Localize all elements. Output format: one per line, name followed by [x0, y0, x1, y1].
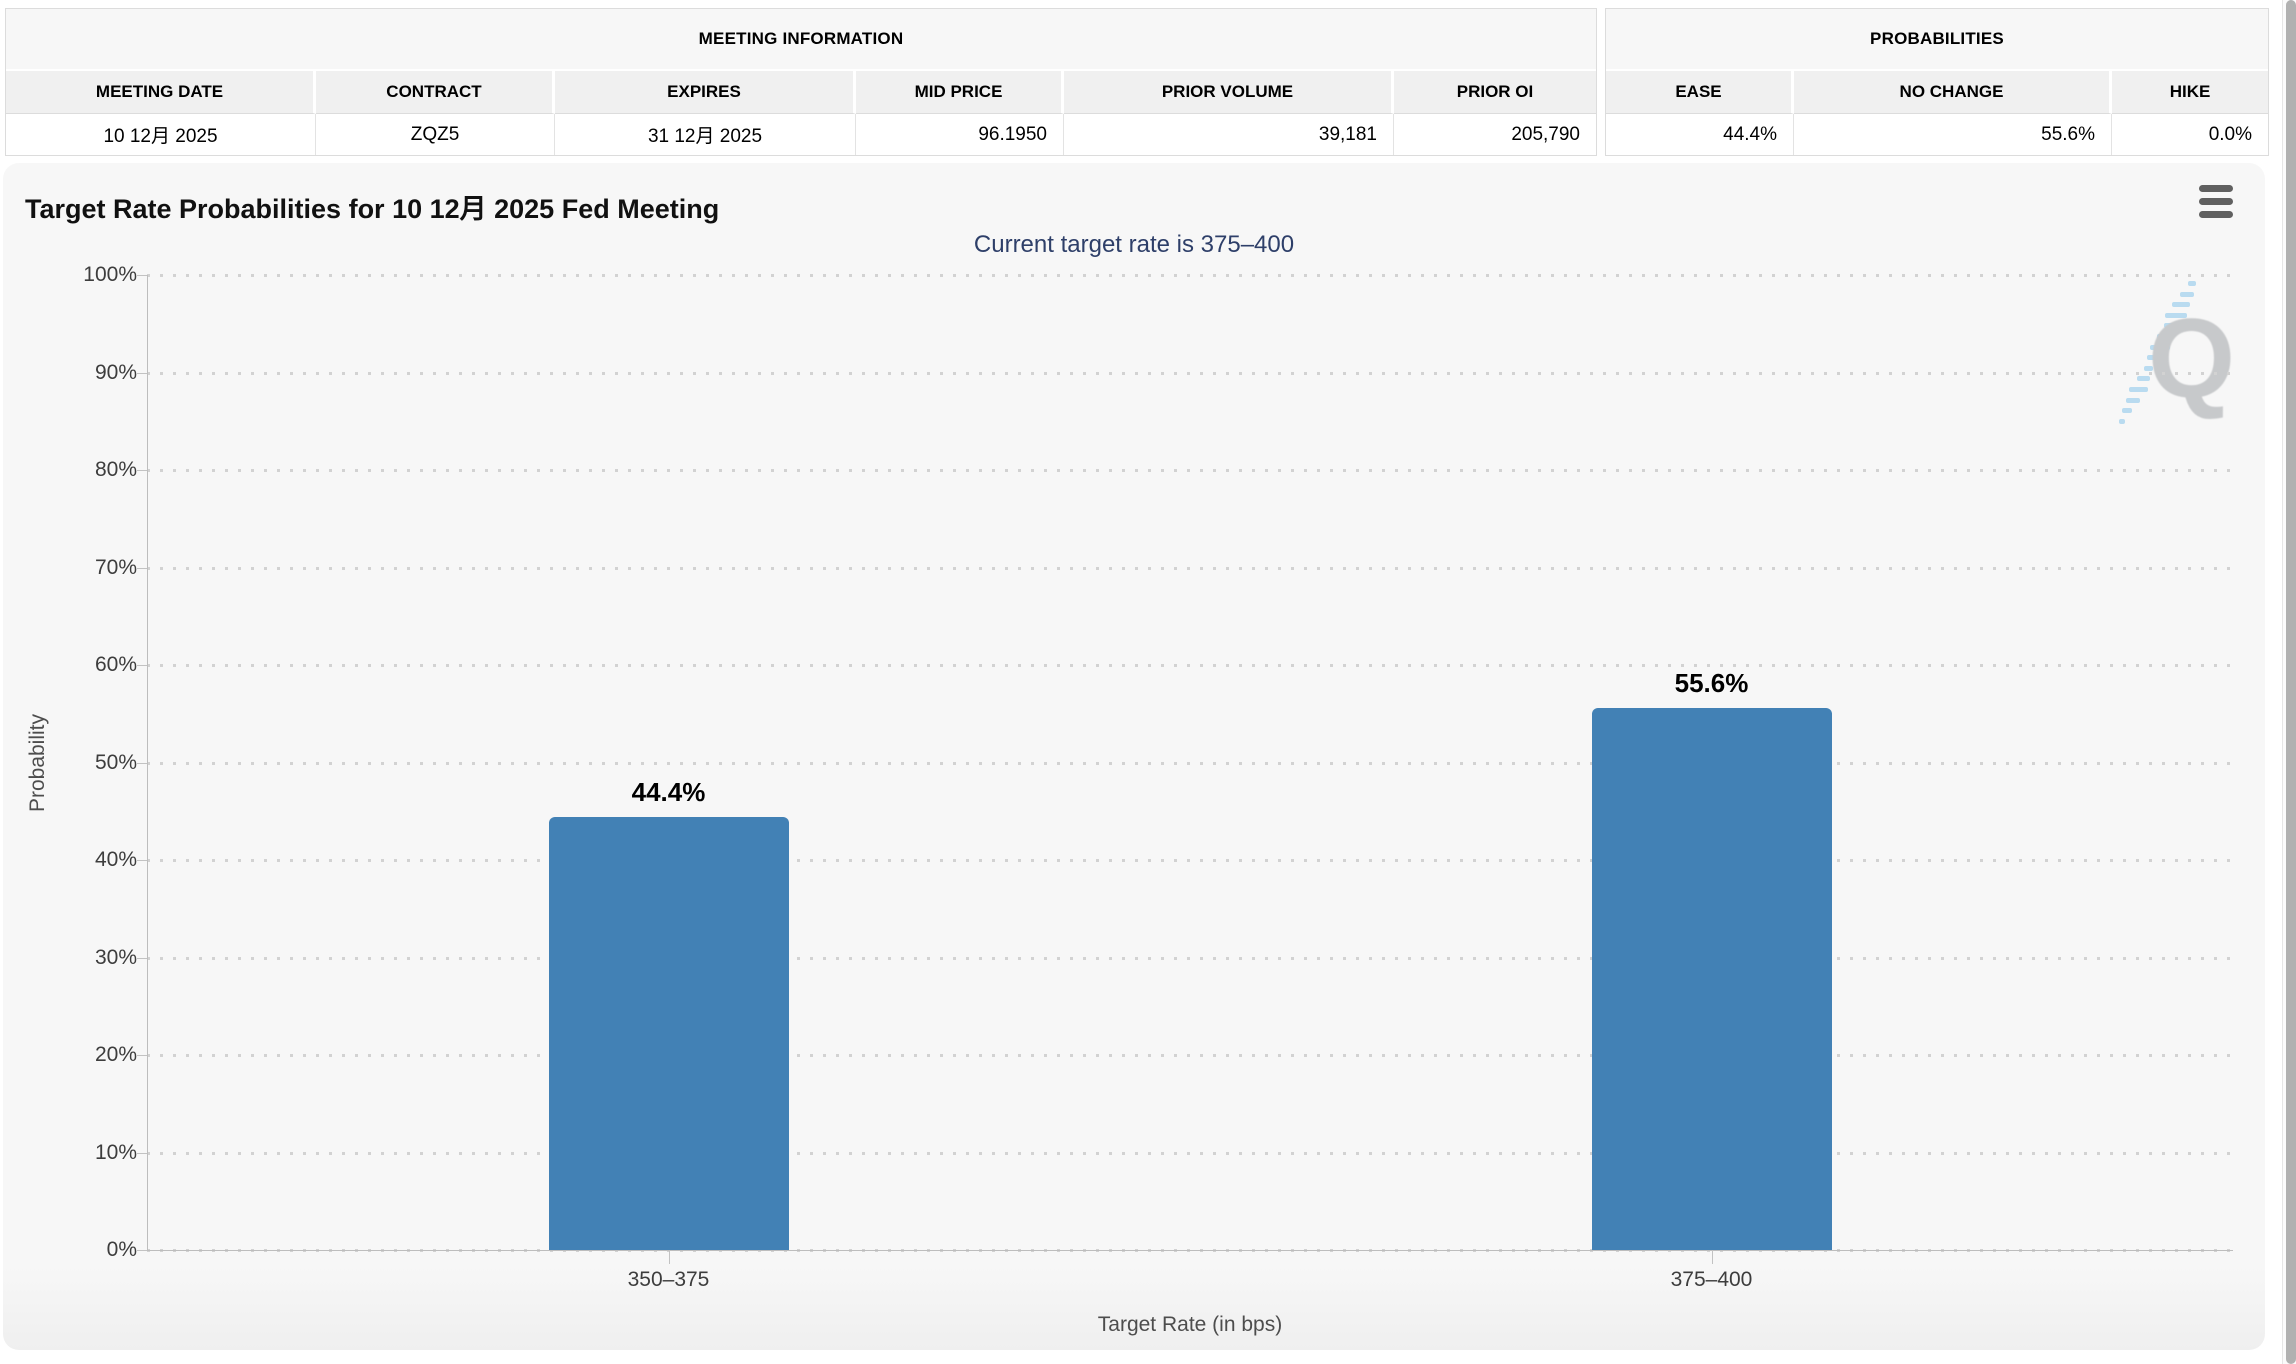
x-axis-title: Target Rate (in bps): [1097, 1313, 1283, 1336]
watermark-dash: [2122, 408, 2133, 414]
bar-data-label: 44.4%: [631, 777, 706, 808]
gridline: [147, 274, 2233, 277]
q-logo-letter: Q: [2148, 296, 2236, 421]
watermark-dash: [2164, 312, 2187, 318]
column-header-contract: CONTRACT: [316, 71, 555, 114]
column-header-prior-oi: PRIOR OI: [1394, 71, 1596, 114]
gridline: [147, 371, 2233, 375]
y-axis-tick-label: 20%: [94, 1043, 137, 1066]
y-axis-tick: [137, 957, 147, 959]
y-axis-tick: [137, 762, 147, 764]
column-header-expires: EXPIRES: [555, 71, 856, 114]
meeting-information-table-title: MEETING INFORMATION: [6, 9, 1596, 71]
y-axis-tick: [137, 275, 147, 276]
x-axis-tick: [668, 1250, 670, 1264]
y-axis-tick-label: 70%: [94, 555, 137, 579]
watermark-dash: [2146, 355, 2162, 361]
gridline: [147, 664, 2233, 667]
x-axis-line: [147, 1250, 2233, 1251]
gridline: [147, 469, 2233, 472]
gridline: [147, 761, 2233, 765]
y-axis-tick: [137, 1152, 147, 1154]
no-change-value: 55.6%: [1794, 114, 2112, 155]
x-axis-category-label: 350–375: [627, 1268, 710, 1291]
column-header-no-change: NO CHANGE: [1794, 71, 2112, 114]
gridline: [147, 1054, 2233, 1057]
y-axis-tick-label: 10%: [94, 1140, 137, 1164]
chart-title: Target Rate Probabilities for 10 12月 202…: [25, 194, 720, 224]
y-axis-tick: [137, 1250, 147, 1251]
y-axis-tick-label: 90%: [94, 360, 137, 384]
watermark-dash: [2118, 418, 2125, 424]
y-axis-tick-label: 0%: [106, 1238, 137, 1261]
y-axis-tick: [137, 860, 147, 861]
column-header-meeting-date: MEETING DATE: [6, 71, 316, 114]
column-header-mid-price: MID PRICE: [856, 71, 1064, 114]
chart-context-menu-button[interactable]: [2195, 181, 2237, 221]
probability-bar[interactable]: [1591, 707, 1832, 1250]
y-axis-tick-label: 80%: [94, 458, 137, 481]
y-axis-title: Probability: [26, 713, 49, 813]
q-logo-watermark: Q: [2103, 268, 2253, 468]
y-axis-line: [147, 275, 148, 1250]
probability-bar[interactable]: [548, 817, 789, 1250]
watermark-dash: [2157, 334, 2173, 339]
watermark-dash: [2125, 397, 2140, 403]
x-axis-tick: [1711, 1250, 1713, 1264]
y-axis-tick: [137, 372, 147, 374]
y-axis-tick: [137, 665, 147, 666]
target-rate-probabilities-chart: Target Rate Probabilities for 10 12月 202…: [3, 163, 2265, 1350]
hike-value: 0.0%: [2112, 114, 2268, 155]
probabilities-table-title: PROBABILITIES: [1606, 9, 2268, 71]
contract-value: ZQZ5: [316, 114, 555, 155]
meeting-information-table: MEETING INFORMATION MEETING DATE CONTRAC…: [5, 8, 1597, 156]
gridline: [147, 956, 2233, 960]
y-axis-tick: [137, 1055, 147, 1056]
y-axis-tick-label: 30%: [94, 945, 137, 969]
watermark-dash: [2179, 291, 2194, 297]
y-axis-tick: [137, 567, 147, 569]
chart-subtitle: Current target rate is 375–400: [973, 231, 1295, 258]
watermark-dash: [2188, 281, 2196, 286]
column-header-ease: EASE: [1606, 71, 1794, 114]
probabilities-table: PROBABILITIES EASE NO CHANGE HIKE 44.4% …: [1605, 8, 2269, 156]
mid-price-value: 96.1950: [856, 114, 1064, 155]
bar-data-label: 55.6%: [1674, 667, 1749, 698]
watermark-dash: [2149, 344, 2170, 350]
gridline: [147, 859, 2233, 862]
watermark-dash: [2164, 323, 2177, 329]
watermark-dash: [2128, 387, 2148, 392]
column-header-prior-volume: PRIOR VOLUME: [1064, 71, 1394, 114]
y-axis-tick-label: 100%: [83, 263, 137, 286]
vertical-scrollbar-thumb[interactable]: [2286, 0, 2296, 1364]
prior-oi-value: 205,790: [1394, 114, 1596, 155]
meeting-date-value: 10 12月 2025: [6, 114, 316, 155]
prior-volume-value: 39,181: [1064, 114, 1394, 155]
watermark-dash: [2136, 376, 2150, 382]
ease-value: 44.4%: [1606, 114, 1794, 155]
watermark-dash: [2172, 302, 2191, 308]
column-header-hike: HIKE: [2112, 71, 2268, 114]
watermark-dash: [2144, 365, 2154, 371]
gridline: [147, 1151, 2233, 1155]
gridline: [147, 566, 2233, 570]
x-axis-category-label: 375–400: [1670, 1268, 1753, 1291]
y-axis-tick-label: 50%: [94, 750, 137, 774]
y-axis-tick: [137, 470, 147, 471]
expires-value: 31 12月 2025: [555, 114, 856, 155]
y-axis-tick-label: 60%: [94, 653, 137, 676]
y-axis-tick-label: 40%: [94, 848, 137, 871]
